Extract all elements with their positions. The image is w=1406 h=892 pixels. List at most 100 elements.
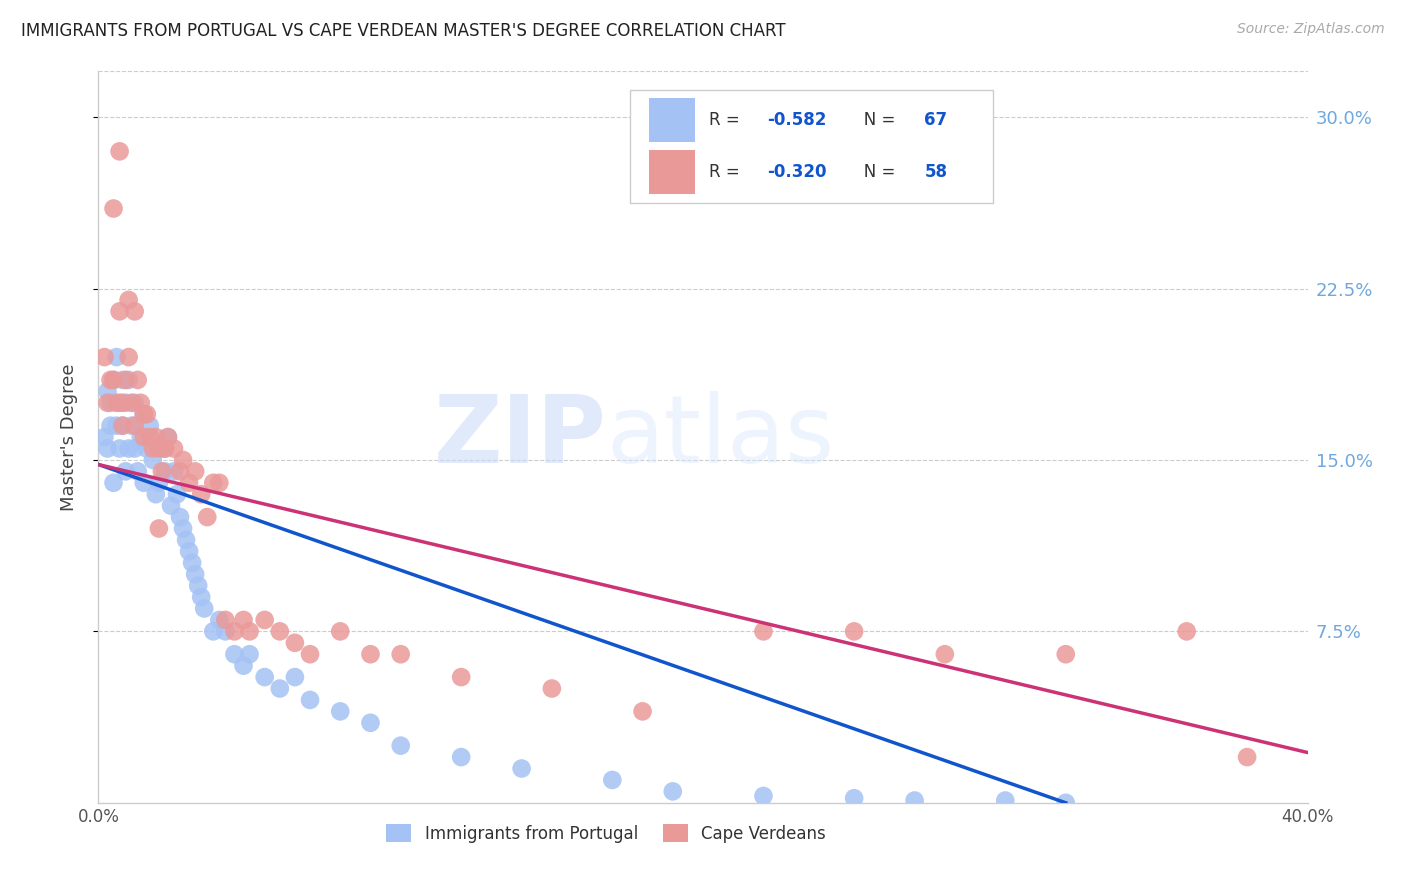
Point	[124, 304, 146, 318]
Point	[150, 464, 173, 478]
Point	[174, 533, 197, 547]
Point	[150, 442, 173, 456]
Point	[1054, 796, 1077, 810]
Point	[389, 739, 412, 753]
Point	[105, 418, 128, 433]
FancyBboxPatch shape	[648, 98, 695, 143]
Point	[121, 418, 143, 433]
Point	[108, 442, 131, 456]
Point	[96, 396, 118, 410]
Point	[934, 647, 956, 661]
Point	[132, 407, 155, 421]
Text: -0.582: -0.582	[768, 112, 827, 129]
Point	[269, 681, 291, 696]
Y-axis label: Master's Degree: Master's Degree	[59, 363, 77, 511]
Point	[145, 487, 167, 501]
Point	[108, 396, 131, 410]
Point	[93, 350, 115, 364]
Point	[631, 705, 654, 719]
Point	[124, 418, 146, 433]
Point	[360, 715, 382, 730]
Point	[202, 475, 225, 490]
Text: IMMIGRANTS FROM PORTUGAL VS CAPE VERDEAN MASTER'S DEGREE CORRELATION CHART: IMMIGRANTS FROM PORTUGAL VS CAPE VERDEAN…	[21, 22, 786, 40]
Text: -0.320: -0.320	[768, 162, 827, 180]
Point	[844, 624, 866, 639]
Point	[360, 647, 382, 661]
Point	[103, 475, 125, 490]
Point	[195, 510, 218, 524]
Point	[202, 624, 225, 639]
Point	[284, 636, 307, 650]
Point	[389, 647, 412, 661]
Text: R =: R =	[709, 112, 745, 129]
Point	[232, 613, 254, 627]
Point	[108, 145, 131, 159]
Point	[224, 624, 246, 639]
Point	[132, 407, 155, 421]
Point	[661, 784, 683, 798]
Point	[450, 670, 472, 684]
Point	[169, 510, 191, 524]
Point	[329, 705, 352, 719]
Point	[135, 407, 157, 421]
FancyBboxPatch shape	[648, 150, 695, 194]
Point	[187, 579, 209, 593]
Point	[100, 396, 122, 410]
Point	[163, 442, 186, 456]
Point	[111, 418, 134, 433]
Point	[142, 453, 165, 467]
Point	[100, 373, 122, 387]
Point	[105, 350, 128, 364]
Point	[172, 453, 194, 467]
Point	[118, 442, 141, 456]
Point	[269, 624, 291, 639]
Point	[148, 521, 170, 535]
Text: N =: N =	[848, 112, 901, 129]
Point	[208, 475, 231, 490]
Point	[510, 762, 533, 776]
Point	[105, 396, 128, 410]
Point	[190, 590, 212, 604]
Point	[114, 373, 136, 387]
Point	[124, 396, 146, 410]
Point	[96, 384, 118, 399]
Text: R =: R =	[709, 162, 745, 180]
Point	[103, 202, 125, 216]
Point	[153, 442, 176, 456]
Point	[108, 304, 131, 318]
Point	[114, 396, 136, 410]
Point	[239, 624, 262, 639]
Point	[103, 373, 125, 387]
Point	[214, 613, 236, 627]
Point	[156, 430, 179, 444]
Point	[114, 464, 136, 478]
Point	[752, 624, 775, 639]
Point	[179, 475, 201, 490]
Point	[96, 442, 118, 456]
Point	[163, 464, 186, 478]
Point	[145, 430, 167, 444]
Point	[450, 750, 472, 764]
Point	[93, 430, 115, 444]
FancyBboxPatch shape	[630, 90, 993, 203]
Point	[111, 396, 134, 410]
Point	[121, 396, 143, 410]
Point	[224, 647, 246, 661]
Point	[540, 681, 562, 696]
Point	[184, 464, 207, 478]
Text: Source: ZipAtlas.com: Source: ZipAtlas.com	[1237, 22, 1385, 37]
Point	[160, 499, 183, 513]
Point	[329, 624, 352, 639]
Point	[184, 567, 207, 582]
Point	[118, 293, 141, 307]
Point	[214, 624, 236, 639]
Point	[1236, 750, 1258, 764]
Point	[190, 487, 212, 501]
Text: ZIP: ZIP	[433, 391, 606, 483]
Point	[1054, 647, 1077, 661]
Point	[1175, 624, 1198, 639]
Text: N =: N =	[848, 162, 901, 180]
Text: atlas: atlas	[606, 391, 835, 483]
Point	[284, 670, 307, 684]
Point	[153, 442, 176, 456]
